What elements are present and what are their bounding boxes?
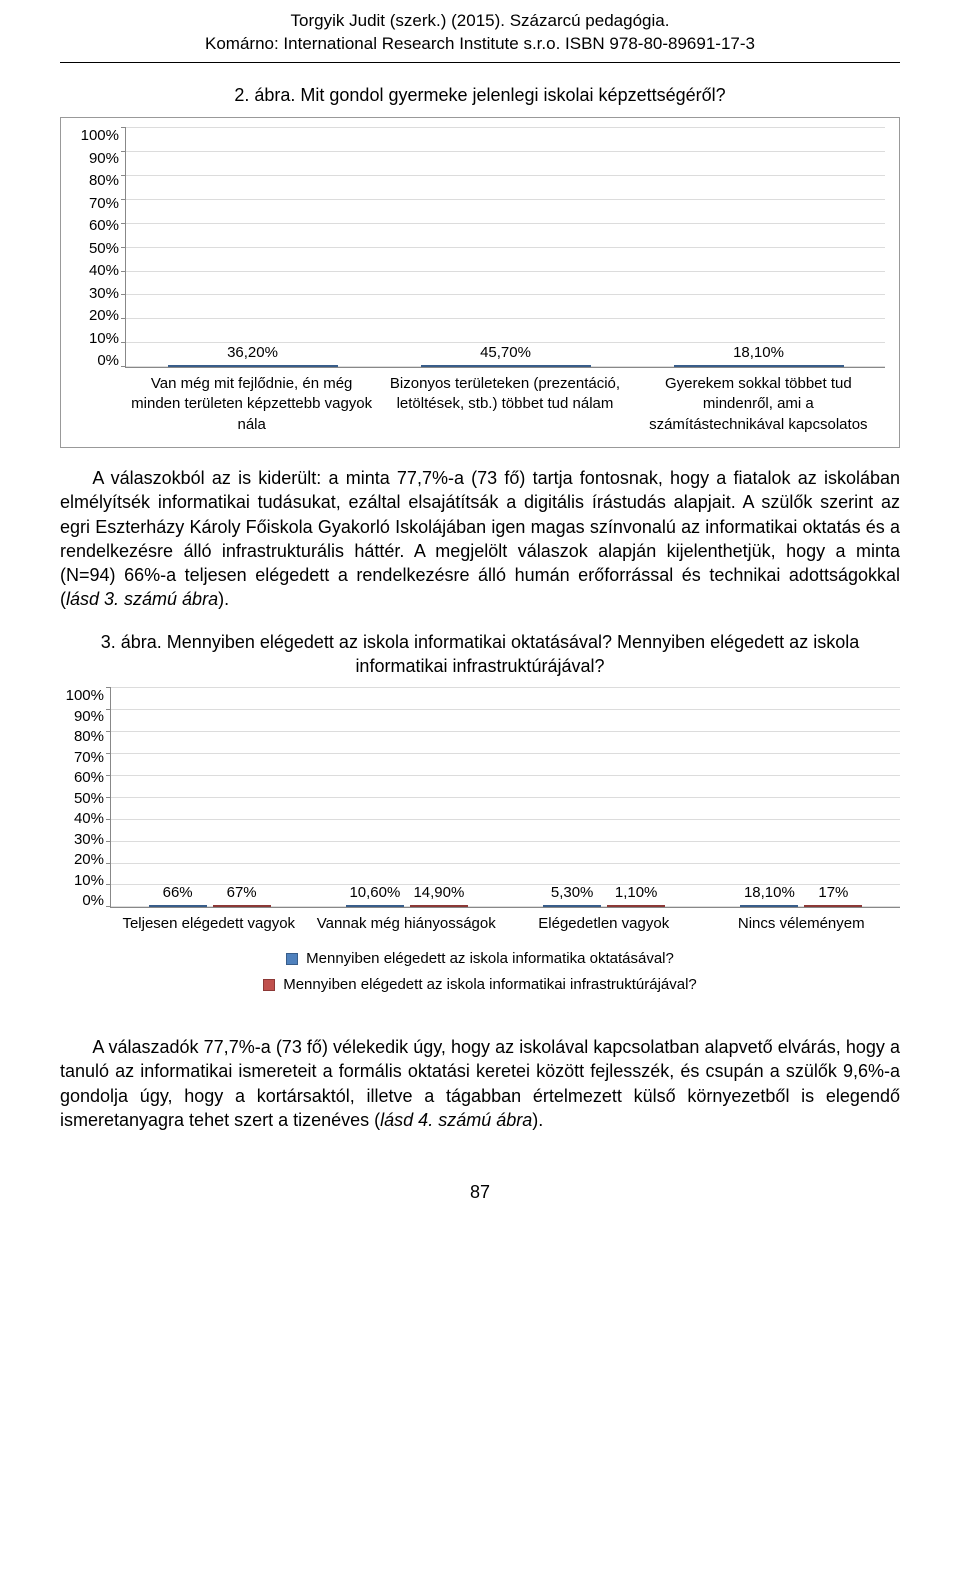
legend-label: Mennyiben elégedett az iskola informatik…	[306, 949, 674, 969]
legend-swatch	[263, 979, 275, 991]
bar: 1,10%	[607, 905, 665, 907]
x-category-label: Bizonyos területeken (prezentáció, letöl…	[378, 374, 631, 435]
y-tick-label: 90%	[89, 151, 119, 166]
y-tick-label: 10%	[89, 331, 119, 346]
y-tick-label: 80%	[89, 173, 119, 188]
y-tick-label: 100%	[66, 688, 104, 703]
y-tick-label: 30%	[74, 832, 104, 847]
paragraph-2-text: A válaszadók 77,7%-a (73 fő) vélekedik ú…	[60, 1037, 900, 1130]
y-tick-label: 50%	[89, 241, 119, 256]
y-tick-label: 30%	[89, 286, 119, 301]
header-rule	[60, 62, 900, 63]
y-tick-label: 100%	[81, 128, 119, 143]
y-tick-label: 60%	[89, 218, 119, 233]
bar-value-label: 67%	[227, 883, 257, 906]
paragraph-1: A válaszokból az is kiderült: a minta 77…	[60, 466, 900, 612]
bar-value-label: 17%	[818, 883, 848, 906]
y-tick-label: 60%	[74, 770, 104, 785]
legend-swatch	[286, 953, 298, 965]
paragraph-2: A válaszadók 77,7%-a (73 fő) vélekedik ú…	[60, 1035, 900, 1132]
legend-label: Mennyiben elégedett az iskola informatik…	[283, 975, 697, 995]
bar-value-label: 45,70%	[480, 343, 531, 366]
bar-value-label: 14,90%	[413, 883, 464, 906]
bar: 36,20%	[168, 365, 338, 367]
bar: 67%	[213, 905, 271, 907]
bar: 18,10%	[740, 905, 798, 907]
chart1-caption: 2. ábra. Mit gondol gyermeke jelenlegi i…	[60, 83, 900, 107]
chart2: 100% 90% 80% 70% 60% 50% 40% 30% 20% 10% 0% 66% 67% 1…	[60, 688, 900, 995]
x-category-label: Nincs véleményem	[703, 914, 901, 934]
bar: 45,70%	[421, 365, 591, 367]
bar: 10,60%	[346, 905, 404, 907]
x-category-label: Gyerekem sokkal többet tud mindenről, am…	[632, 374, 885, 435]
bar-value-label: 18,10%	[744, 883, 795, 906]
x-category-label: Elégedetlen vagyok	[505, 914, 703, 934]
y-tick-label: 40%	[89, 263, 119, 278]
bar-value-label: 1,10%	[615, 883, 658, 906]
paragraph-1-text: A válaszokból az is kiderült: a minta 77…	[60, 468, 900, 609]
bar-value-label: 18,10%	[733, 343, 784, 366]
doc-header: Torgyik Judit (szerk.) (2015). Százarcú …	[60, 10, 900, 56]
bar-value-label: 66%	[163, 883, 193, 906]
bar: 18,10%	[674, 365, 844, 367]
x-category-label: Van még mit fejlődnie, én még minden ter…	[125, 374, 378, 435]
chart1-container: 100% 90% 80% 70% 60% 50% 40% 30% 20% 10% 0% 36,20% 4…	[60, 117, 900, 448]
bar: 66%	[149, 905, 207, 907]
x-category-label: Teljesen elégedett vagyok	[110, 914, 308, 934]
legend-item: Mennyiben elégedett az iskola informatik…	[286, 949, 674, 969]
y-tick-label: 20%	[74, 852, 104, 867]
y-tick-label: 0%	[82, 893, 104, 908]
bar-value-label: 36,20%	[227, 343, 278, 366]
header-line-2: Komárno: International Research Institut…	[60, 33, 900, 56]
legend: Mennyiben elégedett az iskola informatik…	[60, 949, 900, 996]
bar: 5,30%	[543, 905, 601, 907]
y-tick-label: 70%	[89, 196, 119, 211]
y-tick-label: 80%	[74, 729, 104, 744]
bar-value-label: 5,30%	[551, 883, 594, 906]
y-tick-label: 0%	[97, 353, 119, 368]
chart2-caption: 3. ábra. Mennyiben elégedett az iskola i…	[60, 630, 900, 679]
y-tick-label: 20%	[89, 308, 119, 323]
y-tick-label: 10%	[74, 873, 104, 888]
y-tick-label: 90%	[74, 709, 104, 724]
y-tick-label: 50%	[74, 791, 104, 806]
header-line-1: Torgyik Judit (szerk.) (2015). Százarcú …	[60, 10, 900, 33]
bar: 17%	[804, 905, 862, 907]
legend-item: Mennyiben elégedett az iskola informatik…	[263, 975, 697, 995]
chart1: 100% 90% 80% 70% 60% 50% 40% 30% 20% 10% 0% 36,20% 4…	[75, 128, 885, 435]
page-number: 87	[60, 1180, 900, 1204]
y-tick-label: 40%	[74, 811, 104, 826]
x-category-label: Vannak még hiányosságok	[308, 914, 506, 934]
bar-value-label: 10,60%	[349, 883, 400, 906]
y-tick-label: 70%	[74, 750, 104, 765]
bar: 14,90%	[410, 905, 468, 907]
